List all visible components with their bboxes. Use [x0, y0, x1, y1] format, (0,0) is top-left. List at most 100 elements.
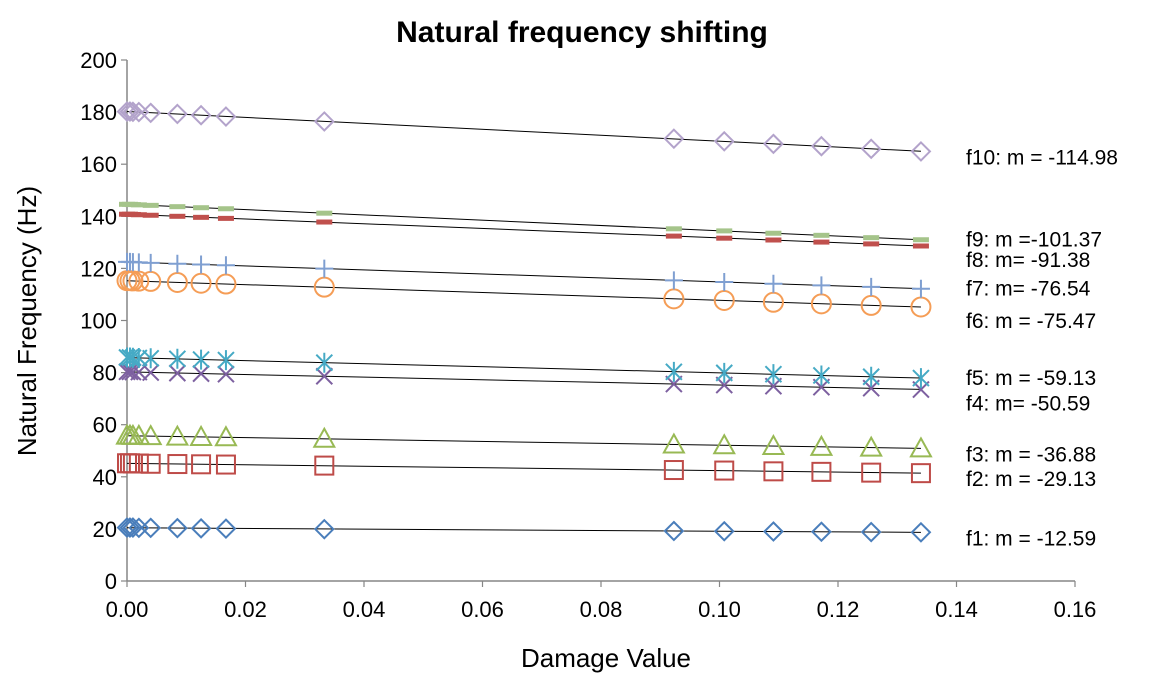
- x-tick-label: 0.08: [580, 597, 623, 622]
- y-tick-label: 100: [80, 309, 117, 334]
- x-tick-label: 0.04: [343, 597, 386, 622]
- data-point-f9: [863, 235, 880, 241]
- data-point-f3: [139, 424, 163, 446]
- y-tick-label: 180: [80, 100, 117, 125]
- data-point-f2: [910, 463, 931, 484]
- data-point-f3: [712, 433, 736, 455]
- trendline-f2: [126, 462, 921, 474]
- data-point-f1: [119, 517, 141, 539]
- trendline-f3: [126, 435, 921, 449]
- data-point-f7: [862, 277, 881, 296]
- data-point-f1: [313, 518, 335, 540]
- data-point-f7: [216, 256, 235, 275]
- data-point-f8: [863, 241, 880, 247]
- data-point-f4: [315, 367, 334, 385]
- data-point-f10: [910, 141, 932, 162]
- trendline-f5: [126, 357, 921, 379]
- y-tick-label: 120: [80, 256, 117, 281]
- data-point-f1: [215, 518, 237, 540]
- data-point-f10: [166, 103, 188, 125]
- data-point-f3: [761, 434, 786, 456]
- y-tick-label: 200: [80, 48, 117, 73]
- markers: [115, 101, 933, 543]
- data-point-f8: [193, 214, 210, 220]
- x-tick-label: 0.12: [817, 597, 860, 622]
- data-point-f2: [191, 454, 212, 475]
- data-point-f5: [168, 348, 187, 369]
- axes: 0 20 40 60 80 100 120 140 160 180 200 0.00 0.02 0.04 0…: [80, 48, 1096, 622]
- data-point-f2: [811, 461, 832, 482]
- data-point-f8: [169, 213, 186, 219]
- data-point-f4: [141, 363, 160, 382]
- data-point-f5: [665, 361, 683, 382]
- x-tick-label: 0.02: [224, 597, 267, 622]
- data-point-f9: [142, 202, 159, 208]
- data-point-f8: [130, 212, 147, 218]
- data-point-f9: [716, 228, 733, 234]
- data-point-f4: [665, 375, 683, 393]
- slope-annotation-f9: f9: m =-101.37: [966, 229, 1102, 252]
- slope-annotation-f3: f3: m = -36.88: [966, 443, 1096, 466]
- data-point-f1: [190, 517, 212, 539]
- data-point-f10: [140, 102, 162, 124]
- data-point-f1: [713, 520, 735, 542]
- data-point-f1: [166, 517, 188, 539]
- data-point-f6: [122, 270, 144, 292]
- x-tick-label: 0.10: [698, 597, 741, 622]
- data-point-f7: [192, 255, 211, 274]
- data-point-f1: [140, 517, 162, 539]
- data-point-f1: [910, 521, 932, 543]
- data-point-f9: [665, 226, 682, 232]
- y-tick-label: 40: [93, 465, 117, 490]
- data-point-f4: [192, 364, 210, 383]
- data-point-f8: [316, 219, 333, 225]
- data-point-f10: [119, 101, 141, 122]
- data-point-f2: [128, 453, 149, 474]
- data-point-f10: [713, 130, 735, 152]
- data-point-f7: [715, 272, 734, 291]
- data-point-f4: [121, 363, 139, 381]
- trendline-f7: [126, 261, 921, 290]
- data-point-f9: [169, 204, 186, 210]
- data-point-f8: [665, 233, 682, 239]
- data-point-f8: [217, 215, 234, 221]
- data-point-f8: [813, 239, 830, 245]
- data-point-f3: [189, 424, 213, 446]
- data-point-f7: [168, 254, 187, 273]
- trendline-f9: [126, 203, 921, 241]
- data-point-f9: [130, 202, 147, 208]
- slope-annotation-f2: f2: m = -29.13: [966, 468, 1096, 491]
- data-point-f4: [715, 376, 733, 394]
- data-point-f4: [217, 365, 235, 383]
- x-tick-label: 0.16: [1054, 597, 1097, 622]
- trendlines: [126, 111, 921, 533]
- data-point-f3: [909, 436, 933, 458]
- data-point-f5: [764, 364, 783, 385]
- data-point-f5: [812, 365, 831, 386]
- y-tick-label: 0: [105, 569, 117, 594]
- data-point-f5: [912, 368, 930, 389]
- data-point-f9: [217, 206, 234, 212]
- data-point-f2: [215, 454, 236, 475]
- data-point-f3: [859, 435, 883, 457]
- x-tick-label: 0.06: [461, 597, 504, 622]
- data-point-f2: [663, 460, 684, 481]
- data-point-f9: [765, 230, 782, 236]
- data-point-f8: [716, 235, 733, 241]
- data-point-f10: [313, 111, 335, 132]
- data-point-f2: [861, 462, 882, 483]
- slope-annotation-f4: f4: m= -50.59: [966, 393, 1090, 416]
- data-point-f8: [912, 243, 929, 249]
- data-point-f10: [763, 133, 784, 155]
- y-tick-label: 20: [93, 517, 117, 542]
- data-point-f7: [141, 253, 160, 272]
- y-tick-label: 80: [93, 361, 117, 386]
- data-point-f10: [663, 128, 685, 150]
- data-point-f6: [166, 271, 188, 293]
- slope-annotation-f5: f5: m = -59.13: [966, 367, 1096, 390]
- data-point-f3: [127, 423, 151, 445]
- data-point-f4: [168, 364, 187, 382]
- data-point-f7: [315, 259, 334, 278]
- data-point-f10: [215, 106, 237, 127]
